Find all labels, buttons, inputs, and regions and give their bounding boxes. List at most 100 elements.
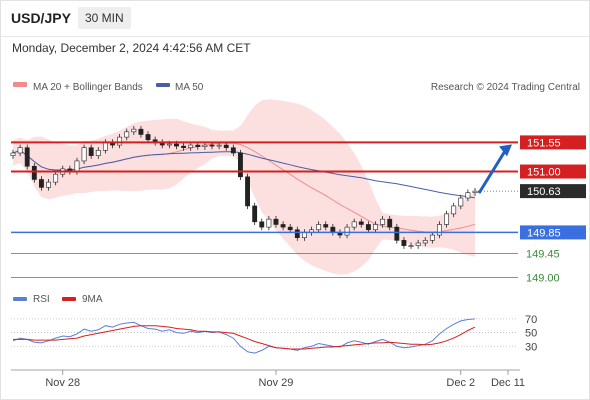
candle <box>408 242 414 249</box>
candle <box>465 189 471 202</box>
candle <box>287 223 293 233</box>
candle <box>472 187 478 196</box>
candle <box>273 216 279 228</box>
candle-body <box>408 245 414 247</box>
candle-body <box>53 173 59 183</box>
x-axis-tick-label: Dec 2 <box>446 377 475 389</box>
x-axis-tick-label: Nov 29 <box>259 377 294 389</box>
candle <box>245 173 250 210</box>
candle <box>415 239 421 249</box>
forecast-arrow-head <box>499 144 512 157</box>
candle-body <box>316 224 322 231</box>
candle-body <box>74 160 80 172</box>
candle-body <box>131 128 137 133</box>
candle-body <box>358 221 364 225</box>
candle <box>458 194 464 210</box>
ma20-legend-swatch <box>13 82 27 87</box>
candle-body <box>401 240 407 246</box>
candle-body <box>465 192 471 199</box>
candle <box>24 144 30 170</box>
candle-body <box>223 144 229 149</box>
candle <box>259 218 265 231</box>
candle-body <box>387 218 393 228</box>
pivot-level-label: 149.85 <box>527 227 561 239</box>
ma50-legend-label: MA 50 <box>175 82 204 93</box>
candle <box>81 144 87 165</box>
candle-body <box>188 144 194 149</box>
rsi-ma-line <box>13 325 476 350</box>
candle <box>444 210 450 228</box>
candle <box>252 202 258 225</box>
symbol-title: USD/JPY <box>11 10 71 26</box>
support-level-label: 149.00 <box>526 272 560 284</box>
candle-body <box>245 176 250 207</box>
candle <box>138 126 144 138</box>
candle-body <box>46 181 51 188</box>
ma50-legend-swatch <box>156 83 170 87</box>
candle-body <box>437 224 442 236</box>
candle-body <box>81 147 87 162</box>
candle-body <box>17 147 23 154</box>
forecast-arrow-shaft <box>477 148 508 194</box>
support-level-label: 149.45 <box>526 249 560 261</box>
candle-body <box>365 224 371 231</box>
candle <box>429 231 435 244</box>
candle-body <box>451 205 457 215</box>
bollinger-band <box>13 99 475 275</box>
candle-body <box>216 144 222 147</box>
timestamp: Monday, December 2, 2024 4:42:56 AM CET <box>12 41 251 55</box>
candle <box>422 237 428 247</box>
ma50-line <box>12 149 476 199</box>
candle-body <box>38 179 44 188</box>
candle-body <box>458 197 464 207</box>
candle <box>31 163 37 183</box>
candle <box>238 149 243 180</box>
candle-body <box>10 152 16 156</box>
candle <box>17 144 23 157</box>
candle <box>53 171 59 186</box>
candle <box>380 216 386 228</box>
candle <box>124 128 130 141</box>
candle-body <box>102 142 108 151</box>
candle <box>451 202 457 218</box>
candle-body <box>380 218 386 225</box>
candle-body <box>202 144 208 147</box>
candle <box>117 133 123 149</box>
candle <box>181 142 187 151</box>
candle <box>88 144 94 159</box>
candle-body <box>444 213 450 225</box>
candle-body <box>344 226 350 236</box>
candle-body <box>301 232 307 239</box>
x-axis-tick-label: Nov 28 <box>45 377 80 389</box>
candle <box>316 221 322 233</box>
rsi-ma-legend-swatch <box>62 297 76 301</box>
candle <box>294 226 300 241</box>
candle-body <box>287 226 293 231</box>
candle-body <box>230 147 236 154</box>
last-price-tag <box>520 184 586 199</box>
candle <box>344 223 350 239</box>
ma20-legend-label: MA 20 + Bollinger Bands <box>33 82 143 93</box>
candle <box>280 221 286 231</box>
candle-body <box>24 147 30 167</box>
candle <box>266 216 272 231</box>
candle-body <box>166 143 172 146</box>
resistance-level-tag <box>520 135 586 150</box>
watermark: Research © 2024 Trading Central <box>431 82 580 93</box>
resistance-level-label: 151.00 <box>527 167 561 179</box>
timeframe-button[interactable]: 30 MIN <box>78 7 131 29</box>
candle-body <box>138 128 144 135</box>
candle <box>394 223 400 244</box>
candle <box>230 144 236 157</box>
candle-body <box>209 144 215 147</box>
candle-body <box>351 221 357 228</box>
chart-header: USD/JPY 30 MIN <box>0 0 590 37</box>
resistance-level-tag <box>520 164 586 179</box>
candle-body <box>174 143 179 147</box>
candle-body <box>394 226 400 241</box>
candle <box>358 218 364 228</box>
candle-body <box>31 165 37 180</box>
candle-body <box>330 226 336 233</box>
resistance-level-label: 151.55 <box>527 137 561 149</box>
